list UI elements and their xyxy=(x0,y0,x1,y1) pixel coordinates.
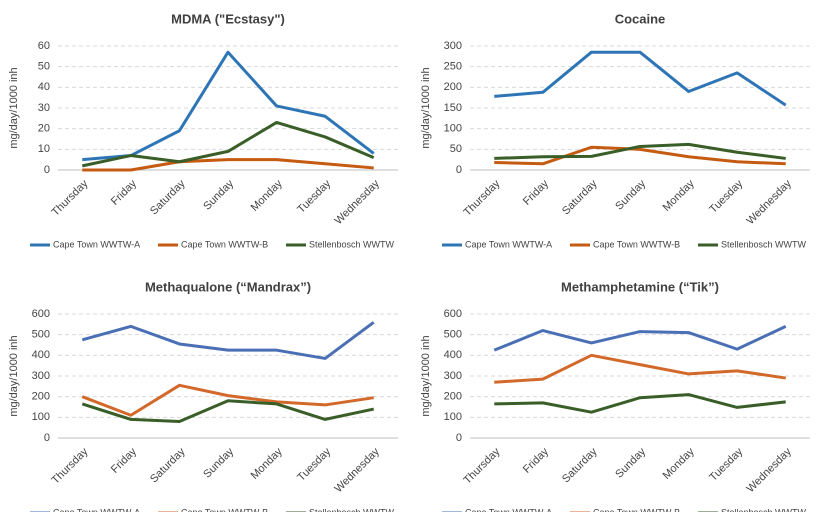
x-tick-label: Wednesday xyxy=(744,177,794,227)
y-tick-label: 150 xyxy=(444,102,462,114)
y-axis-label: mg/day/1000 inh xyxy=(420,335,432,416)
x-tick-label: Thursday xyxy=(462,445,503,486)
x-tick-label: Wednesday xyxy=(332,177,382,227)
y-axis-label: mg/day/1000 inh xyxy=(420,67,432,148)
legend-label: Stellenbosch WWTW xyxy=(721,239,807,249)
legend-label: Stellenbosch WWTW xyxy=(309,239,395,249)
series-line xyxy=(494,393,786,414)
legend-label: Cape Town WWTW-B xyxy=(181,507,268,512)
x-tick-label: Monday xyxy=(249,177,286,214)
series-line xyxy=(494,353,786,384)
x-tick-label: Friday xyxy=(521,177,551,207)
x-tick-label: Thursday xyxy=(462,177,503,218)
x-tick-label: Sunday xyxy=(613,445,648,480)
x-tick-label: Friday xyxy=(109,177,139,207)
x-tick-label: Saturday xyxy=(148,445,188,485)
x-tick-label: Monday xyxy=(661,445,698,482)
y-tick-label: 300 xyxy=(32,370,50,382)
legend-label: Cape Town WWTW-A xyxy=(465,239,552,249)
x-tick-label: Thursday xyxy=(50,177,91,218)
y-tick-label: 0 xyxy=(456,432,462,444)
y-tick-label: 10 xyxy=(38,143,50,155)
x-tick-label: Sunday xyxy=(613,177,648,212)
x-tick-label: Friday xyxy=(109,445,139,475)
y-tick-label: 300 xyxy=(444,40,462,52)
legend-label: Cape Town WWTW-A xyxy=(53,239,140,249)
x-tick-label: Thursday xyxy=(50,445,91,486)
y-tick-label: 500 xyxy=(32,329,50,341)
x-tick-label: Saturday xyxy=(560,445,600,485)
y-tick-label: 100 xyxy=(32,411,50,423)
legend-label: Cape Town WWTW-B xyxy=(593,239,680,249)
y-tick-label: 600 xyxy=(32,308,50,320)
chart-title: MDMA ("Ecstasy") xyxy=(171,11,285,26)
y-tick-label: 0 xyxy=(456,164,462,176)
x-tick-label: Tuesday xyxy=(295,445,333,483)
y-tick-label: 400 xyxy=(32,349,50,361)
chart-title: Methamphetamine (“Tik”) xyxy=(561,279,719,294)
legend-label: Cape Town WWTW-A xyxy=(53,507,140,512)
chart-panel: Methamphetamine (“Tik”) mg/day/1000 inh 0 1… xyxy=(420,279,810,512)
x-tick-label: Sunday xyxy=(201,177,236,212)
series-line xyxy=(82,50,375,162)
legend-label: Cape Town WWTW-A xyxy=(465,507,552,512)
chart-title: Cocaine xyxy=(615,11,666,26)
series-line xyxy=(493,325,787,352)
y-tick-label: 600 xyxy=(444,308,462,320)
x-tick-label: Monday xyxy=(661,177,698,214)
x-tick-label: Tuesday xyxy=(295,177,333,215)
y-tick-label: 200 xyxy=(444,391,462,403)
y-tick-label: 250 xyxy=(444,61,462,73)
x-tick-label: Wednesday xyxy=(332,445,382,495)
chart-title: Methaqualone (“Mandrax”) xyxy=(145,279,311,294)
series-line xyxy=(81,383,374,417)
y-tick-label: 300 xyxy=(444,370,462,382)
chart-panel: MDMA ("Ecstasy") mg/day/1000 inh 0 10 20 30 40… xyxy=(8,11,398,249)
series-line xyxy=(81,399,375,423)
y-tick-label: 0 xyxy=(44,164,50,176)
series-line xyxy=(494,50,787,107)
x-tick-label: Sunday xyxy=(201,445,236,480)
legend-label: Cape Town WWTW-B xyxy=(181,239,268,249)
chart-panel: Methaqualone (“Mandrax”) mg/day/1000 inh 0… xyxy=(8,279,398,512)
x-tick-label: Tuesday xyxy=(707,177,745,215)
y-tick-label: 200 xyxy=(444,81,462,93)
legend-label: Stellenbosch WWTW xyxy=(721,507,807,512)
series-line xyxy=(81,120,375,168)
x-tick-label: Saturday xyxy=(148,177,188,217)
x-tick-label: Wednesday xyxy=(744,445,794,495)
y-tick-label: 60 xyxy=(38,40,50,52)
y-tick-label: 40 xyxy=(38,81,50,93)
chart-panel: Cocaine mg/day/1000 inh 0 50 100 150 200 250 300… xyxy=(420,11,810,249)
y-tick-label: 500 xyxy=(444,329,462,341)
legend-label: Cape Town WWTW-B xyxy=(593,507,680,512)
series-line xyxy=(494,142,786,160)
series-line xyxy=(82,158,374,172)
y-tick-label: 200 xyxy=(32,391,50,403)
y-tick-label: 50 xyxy=(38,61,50,73)
series-line xyxy=(81,321,375,360)
series-line xyxy=(494,145,786,166)
y-tick-label: 50 xyxy=(450,143,462,155)
y-tick-label: 100 xyxy=(444,411,462,423)
y-tick-label: 20 xyxy=(38,123,50,135)
x-tick-label: Tuesday xyxy=(707,445,745,483)
x-tick-label: Monday xyxy=(249,445,286,482)
x-tick-label: Saturday xyxy=(560,177,600,217)
y-tick-label: 0 xyxy=(44,432,50,444)
y-tick-label: 100 xyxy=(444,123,462,135)
y-tick-label: 30 xyxy=(38,102,50,114)
y-axis-label: mg/day/1000 inh xyxy=(8,335,20,416)
y-axis-label: mg/day/1000 inh xyxy=(8,67,20,148)
legend-label: Stellenbosch WWTW xyxy=(309,507,395,512)
x-tick-label: Friday xyxy=(521,445,551,475)
y-tick-label: 400 xyxy=(444,349,462,361)
